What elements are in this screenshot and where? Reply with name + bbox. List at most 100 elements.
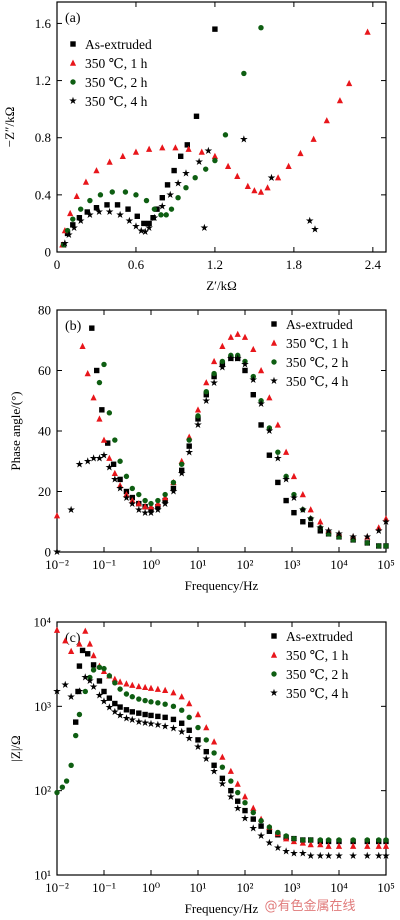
data-point bbox=[60, 242, 67, 248]
panel-label: (b) bbox=[65, 319, 82, 334]
data-point: ★ bbox=[316, 851, 325, 862]
legend-marker bbox=[271, 321, 277, 327]
data-point bbox=[210, 357, 218, 365]
data-point bbox=[251, 187, 258, 194]
data-point: ★ bbox=[289, 493, 298, 504]
x-tick-label: 1.8 bbox=[286, 257, 302, 272]
legend-marker: ★ bbox=[270, 688, 279, 699]
data-point bbox=[96, 664, 103, 671]
x-tick-label: 10³ bbox=[284, 557, 301, 572]
data-point bbox=[219, 342, 226, 349]
data-point bbox=[258, 823, 264, 829]
data-point bbox=[364, 533, 371, 540]
data-point bbox=[219, 764, 226, 770]
data-point bbox=[117, 458, 123, 464]
data-point bbox=[203, 166, 209, 172]
data-point bbox=[382, 515, 390, 522]
data-point bbox=[106, 454, 113, 461]
data-point bbox=[250, 804, 257, 811]
data-point bbox=[178, 153, 184, 159]
data-point bbox=[383, 837, 389, 843]
data-point: ★ bbox=[210, 766, 219, 777]
data-point bbox=[112, 437, 118, 443]
data-point bbox=[335, 842, 343, 849]
data-point: ★ bbox=[128, 715, 137, 726]
data-point: ★ bbox=[349, 532, 358, 543]
data-point bbox=[234, 330, 241, 337]
data-point bbox=[116, 678, 124, 685]
data-point bbox=[162, 714, 168, 721]
data-point bbox=[96, 379, 103, 386]
data-point bbox=[129, 694, 135, 700]
panel-label: (a) bbox=[65, 11, 81, 26]
data-point bbox=[308, 522, 314, 528]
x-tick-label: 10⁻² bbox=[45, 557, 69, 572]
data-point bbox=[123, 707, 130, 713]
legend-marker bbox=[271, 359, 277, 365]
data-point bbox=[224, 162, 232, 169]
data-point: ★ bbox=[105, 702, 114, 713]
data-point: ★ bbox=[382, 517, 391, 528]
data-point: ★ bbox=[161, 721, 170, 732]
data-point bbox=[129, 681, 136, 688]
data-point bbox=[285, 162, 292, 169]
data-point bbox=[136, 710, 142, 716]
legend-marker: ★ bbox=[69, 96, 78, 107]
data-point bbox=[158, 212, 164, 218]
data-point: ★ bbox=[200, 223, 209, 234]
data-point bbox=[100, 436, 108, 443]
x-tick-label: 10⁵ bbox=[377, 880, 395, 895]
data-point bbox=[203, 388, 209, 395]
data-point: ★ bbox=[306, 514, 315, 525]
data-point bbox=[99, 407, 105, 413]
data-point bbox=[86, 640, 93, 647]
data-point bbox=[211, 750, 217, 756]
data-point bbox=[250, 373, 256, 380]
y-tick-label: 10³ bbox=[34, 699, 51, 714]
data-point: ★ bbox=[85, 676, 94, 687]
data-point: ★ bbox=[324, 526, 333, 537]
data-point bbox=[76, 711, 83, 718]
data-point bbox=[299, 491, 306, 498]
data-point bbox=[210, 738, 218, 745]
data-point bbox=[59, 784, 66, 790]
data-point: ★ bbox=[349, 851, 358, 862]
data-point bbox=[64, 230, 71, 237]
data-point bbox=[257, 367, 265, 374]
data-point bbox=[171, 167, 177, 174]
data-point bbox=[84, 209, 90, 215]
data-point bbox=[175, 195, 181, 201]
data-point bbox=[242, 358, 248, 365]
data-point: ★ bbox=[305, 216, 314, 227]
data-point bbox=[97, 192, 104, 198]
data-point bbox=[179, 720, 185, 726]
data-point bbox=[228, 355, 234, 362]
data-point bbox=[170, 485, 177, 492]
x-tick-label: 10⁰ bbox=[142, 880, 160, 895]
x-tick-label: 10² bbox=[237, 880, 254, 895]
data-point bbox=[375, 524, 382, 531]
data-point bbox=[186, 700, 193, 707]
data-point bbox=[364, 837, 370, 843]
data-point bbox=[275, 449, 281, 455]
data-point bbox=[141, 220, 147, 227]
legend-label: 350 ℃, 1 h bbox=[286, 648, 349, 663]
x-tick-label: 2.4 bbox=[365, 257, 382, 272]
y-tick-label: 60 bbox=[38, 363, 51, 378]
x-tick-label: 10⁻² bbox=[45, 880, 69, 895]
x-tick-label: 10⁵ bbox=[377, 557, 395, 572]
x-axis-label: Frequency/Hz bbox=[185, 578, 259, 593]
data-point bbox=[122, 189, 129, 195]
data-point bbox=[219, 358, 226, 365]
data-point bbox=[148, 699, 154, 705]
data-point bbox=[228, 352, 234, 359]
data-point bbox=[117, 704, 123, 710]
data-point bbox=[310, 135, 317, 142]
data-point bbox=[211, 373, 217, 380]
data-point bbox=[76, 215, 83, 221]
data-point bbox=[73, 192, 80, 199]
data-point bbox=[135, 500, 142, 507]
data-point: ★ bbox=[64, 230, 73, 241]
data-point: ★ bbox=[233, 803, 242, 814]
